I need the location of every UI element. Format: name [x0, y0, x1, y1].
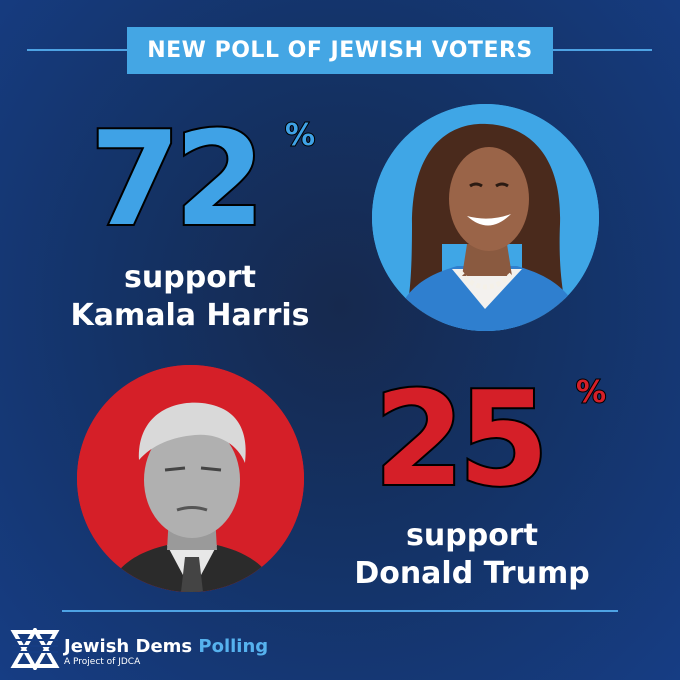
trump-percent-sign: %: [575, 375, 607, 410]
brand-subtitle: A Project of JDCA: [64, 657, 141, 667]
star-of-david-logo-icon: [10, 628, 60, 670]
header-divider-left: [27, 49, 127, 51]
harris-caption-line2: Kamala Harris: [70, 298, 310, 333]
trump-portrait: [77, 365, 304, 592]
trump-caption-line1: support: [406, 518, 538, 553]
harris-percentage: 72: [88, 103, 267, 255]
footer-divider: [62, 610, 618, 612]
header-divider-right: [553, 49, 652, 51]
trump-caption: support Donald Trump: [342, 517, 602, 593]
poll-banner: NEW POLL OF JEWISH VOTERS: [127, 27, 553, 74]
harris-caption-line1: support: [124, 260, 256, 295]
harris-caption: support Kamala Harris: [60, 259, 320, 335]
harris-portrait: [372, 104, 599, 331]
trump-photo-illustration: [77, 365, 304, 592]
brand-name-accent: Polling: [198, 636, 269, 657]
trump-caption-line2: Donald Trump: [354, 556, 590, 591]
trump-percentage: 25: [372, 363, 551, 515]
brand-name-main: Jewish Dems: [64, 636, 193, 657]
harris-percent-sign: %: [284, 118, 316, 153]
brand-name: Jewish Dems Polling: [64, 636, 268, 657]
banner-title: NEW POLL OF JEWISH VOTERS: [147, 38, 533, 63]
harris-photo-illustration: [372, 104, 599, 331]
